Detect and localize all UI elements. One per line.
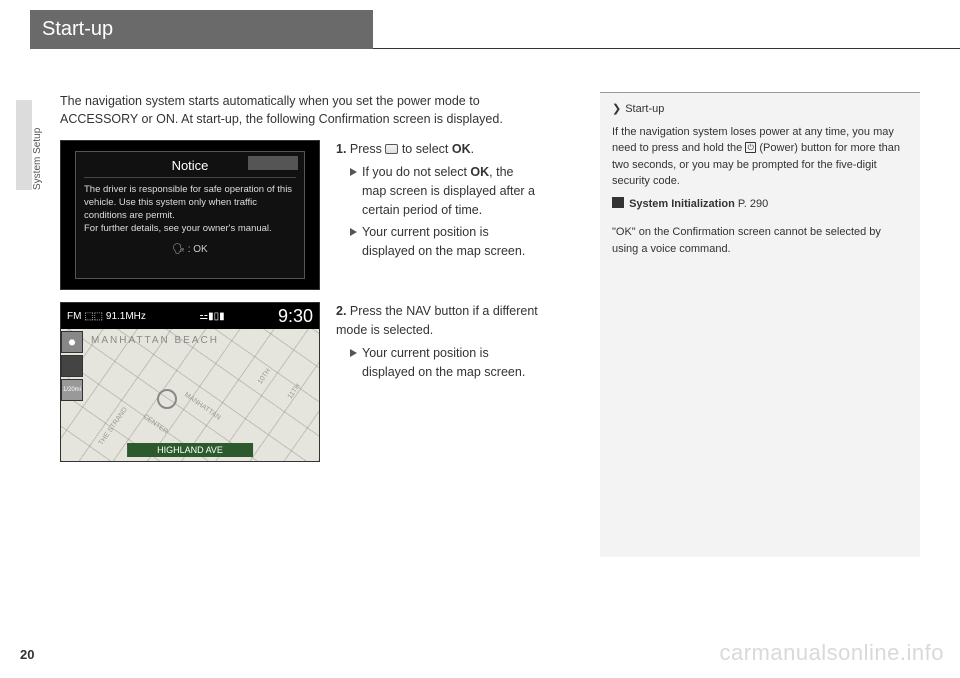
- compass-icon: ⬣: [61, 331, 83, 353]
- intro-text: The navigation system starts automatical…: [60, 92, 540, 128]
- ref-label: System Initialization: [629, 198, 735, 210]
- scale-icon: 1/20mi: [61, 379, 83, 401]
- side-p1: If the navigation system loses power at …: [612, 124, 908, 190]
- ref-page: P. 290: [738, 198, 768, 210]
- step-1-text: 1. Press to select OK. If you do not sel…: [336, 140, 540, 290]
- notice-body: The driver is responsible for safe opera…: [84, 184, 296, 235]
- side-title-row: ❯ Start-up: [612, 101, 908, 118]
- fm-label: FM ⬚⬚ 91.1MHz: [67, 311, 146, 322]
- clock: 9:30: [278, 306, 313, 327]
- blank-icon: [61, 355, 83, 377]
- step-1-num: 1.: [336, 142, 346, 156]
- ref-icon: [612, 197, 624, 208]
- notice-ok: 🗣 : OK: [84, 244, 296, 255]
- step-2-num: 2.: [336, 304, 346, 318]
- page-number: 20: [20, 647, 34, 662]
- notice-title: Notice: [84, 158, 296, 178]
- s1s1-bold: OK: [470, 165, 489, 179]
- step-2-block: FM ⬚⬚ 91.1MHz ⚍▮▯▮ 9:30 ⬣ 1/20mi MANHATT…: [60, 302, 540, 462]
- step-1-post: to select: [398, 142, 452, 156]
- map-left-icons: ⬣ 1/20mi: [61, 329, 85, 403]
- main-column: The navigation system starts automatical…: [60, 92, 540, 462]
- side-ref: System Initialization P. 290: [612, 196, 908, 213]
- side-marker-icon: ❯: [612, 101, 621, 118]
- step-1-sub-1: If you do not select OK, the map screen …: [350, 163, 540, 219]
- side-p2: "OK" on the Confirmation screen cannot b…: [612, 224, 908, 257]
- power-icon: ⏻: [745, 142, 756, 153]
- bt-icons: ⚍▮▯▮: [199, 311, 224, 322]
- step-1-line: 1. Press to select OK.: [336, 140, 540, 159]
- watermark: carmanualsonline.info: [719, 640, 944, 666]
- notice-title-text: Notice: [172, 158, 209, 173]
- page-header: Start-up: [30, 10, 960, 50]
- step-1-pre: Press: [350, 142, 385, 156]
- step-1-sub-2: Your current position is displayed on th…: [350, 223, 540, 261]
- enter-icon: [385, 144, 398, 154]
- s1s2-pre: Your current position is displayed on th…: [362, 225, 525, 258]
- map-topbar: FM ⬚⬚ 91.1MHz ⚍▮▯▮ 9:30: [61, 303, 319, 329]
- notice-dialog: Notice The driver is responsible for saf…: [75, 151, 305, 279]
- notice-tab: [248, 156, 298, 170]
- side-column: ❯ Start-up If the navigation system lose…: [600, 92, 920, 557]
- step-1-tail: .: [471, 142, 474, 156]
- step-1-bold: OK: [452, 142, 471, 156]
- s2s1-pre: Your current position is displayed on th…: [362, 346, 525, 379]
- section-label: System Setup: [32, 128, 43, 190]
- map-city: MANHATTAN BEACH: [91, 335, 219, 346]
- header-title: Start-up: [30, 10, 373, 49]
- confirmation-screenshot: Notice The driver is responsible for saf…: [60, 140, 320, 290]
- map-street: HIGHLAND AVE: [127, 443, 253, 457]
- s1s1-pre: If you do not select: [362, 165, 470, 179]
- section-tab: [16, 100, 32, 190]
- side-title: Start-up: [625, 101, 664, 118]
- step-1-block: Notice The driver is responsible for saf…: [60, 140, 540, 290]
- step-2-line: 2. Press the NAV button if a different m…: [336, 302, 540, 340]
- map-screenshot: FM ⬚⬚ 91.1MHz ⚍▮▯▮ 9:30 ⬣ 1/20mi MANHATT…: [60, 302, 320, 462]
- step-2-text: 2. Press the NAV button if a different m…: [336, 302, 540, 462]
- step-2-sub-1: Your current position is displayed on th…: [350, 344, 540, 382]
- step-2-body: Press the NAV button if a different mode…: [336, 304, 538, 337]
